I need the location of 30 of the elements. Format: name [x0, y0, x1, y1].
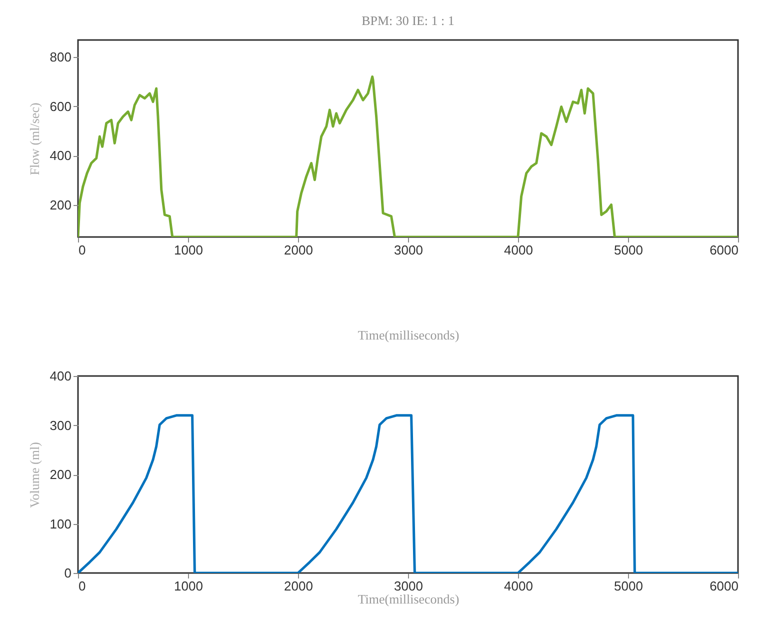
x-tick-label: 4000 [504, 578, 533, 594]
y-axis-title: Volume (ml) [26, 442, 42, 508]
x-axis-title: Time(milliseconds) [358, 592, 460, 606]
x-tick-label: 2000 [284, 242, 313, 258]
y-tick-label: 0 [64, 566, 72, 580]
y-axis-title: Flow (ml/sec) [26, 102, 42, 176]
y-tick-label: 400 [50, 148, 72, 164]
x-tick-label: 5000 [614, 242, 643, 258]
x-tick-label: 4000 [504, 242, 533, 258]
x-axis-title: Time(milliseconds) [358, 328, 460, 342]
line-series [78, 75, 738, 237]
chart-title: BPM: 30 IE: 1 : 1 [362, 13, 454, 28]
y-tick-label: 400 [50, 368, 72, 384]
x-tick-label: 1000 [174, 578, 203, 594]
x-tick-label: 6000 [710, 242, 738, 258]
y-tick-label: 100 [50, 516, 72, 532]
x-tick-label: 6000 [710, 578, 738, 594]
x-tick-label: 3000 [394, 578, 423, 594]
x-tick-label: 0 [78, 242, 86, 258]
x-tick-label: 3000 [394, 242, 423, 258]
x-tick-label: 0 [78, 578, 86, 594]
y-tick-label: 200 [50, 467, 72, 482]
line-series [78, 414, 738, 573]
y-tick-label: 600 [50, 98, 72, 114]
y-tick-label: 300 [50, 418, 72, 433]
x-tick-label: 1000 [174, 242, 203, 258]
y-tick-label: 800 [50, 50, 72, 65]
x-tick-label: 5000 [614, 578, 643, 594]
x-tick-label: 2000 [284, 578, 313, 594]
y-tick-label: 200 [50, 197, 72, 212]
